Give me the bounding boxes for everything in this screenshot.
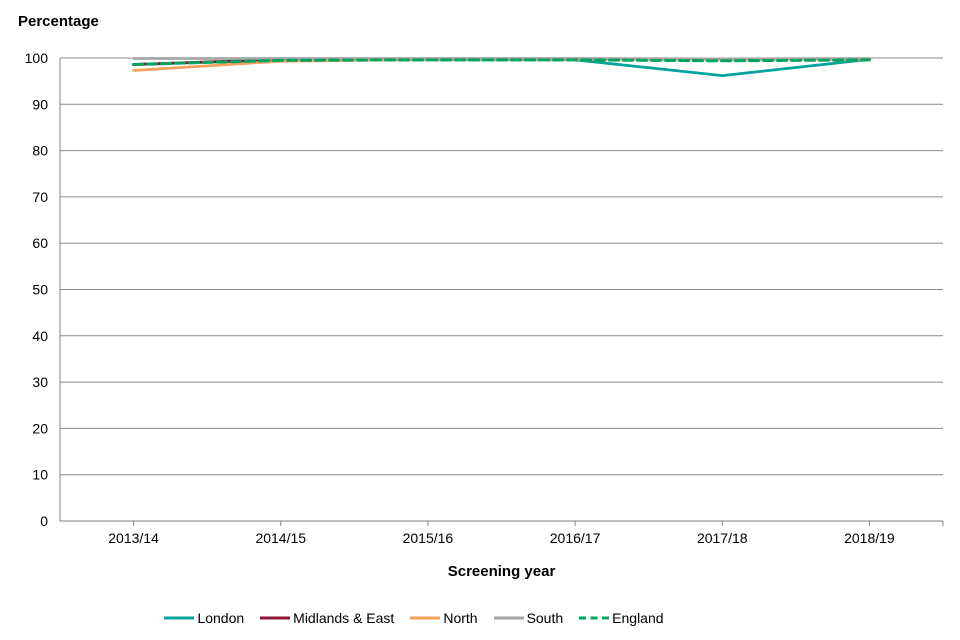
legend-swatch-midlands-east (260, 616, 291, 620)
legend-swatch-england (579, 616, 610, 620)
x-tick-label: 2017/18 (697, 530, 748, 546)
legend-item-london: London (164, 610, 244, 626)
legend-label-midlands-east: Midlands & East (293, 610, 395, 626)
y-axis-title: Percentage (18, 13, 99, 30)
legend-label-south: South (526, 610, 564, 626)
legend-item-england: England (579, 610, 664, 626)
legend-label-london: London (197, 610, 245, 626)
series-line-england (132, 58, 871, 66)
legend-swatch-north (410, 616, 441, 620)
y-tick-label: 0 (40, 513, 48, 529)
legend-label-england: England (612, 610, 664, 626)
x-tick-label: 2014/15 (255, 530, 306, 546)
legend-item-north: North (410, 610, 478, 626)
y-tick-label: 20 (32, 420, 48, 436)
legend: London Midlands & East North South England (0, 604, 828, 632)
y-tick-label: 40 (32, 328, 48, 344)
y-tick-label: 70 (32, 189, 48, 205)
y-tick-label: 100 (25, 50, 49, 66)
x-tick-label: 2015/16 (403, 530, 454, 546)
x-axis-title: Screening year (447, 563, 556, 580)
x-tick-label: 2013/14 (108, 530, 159, 546)
y-tick-label: 90 (32, 96, 48, 112)
legend-swatch-south (493, 616, 524, 620)
y-tick-label: 30 (32, 374, 48, 390)
x-tick-label: 2018/19 (844, 530, 895, 546)
y-tick-label: 10 (32, 467, 48, 483)
y-tick-label: 50 (32, 282, 48, 298)
legend-item-south: South (493, 610, 564, 626)
y-tick-label: 60 (32, 235, 48, 251)
x-tick-label: 2016/17 (550, 530, 601, 546)
y-tick-label: 80 (32, 143, 48, 159)
legend-item-midlands-east: Midlands & East (260, 610, 394, 626)
legend-swatch-london (164, 616, 195, 620)
legend-label-north: North (443, 610, 478, 626)
